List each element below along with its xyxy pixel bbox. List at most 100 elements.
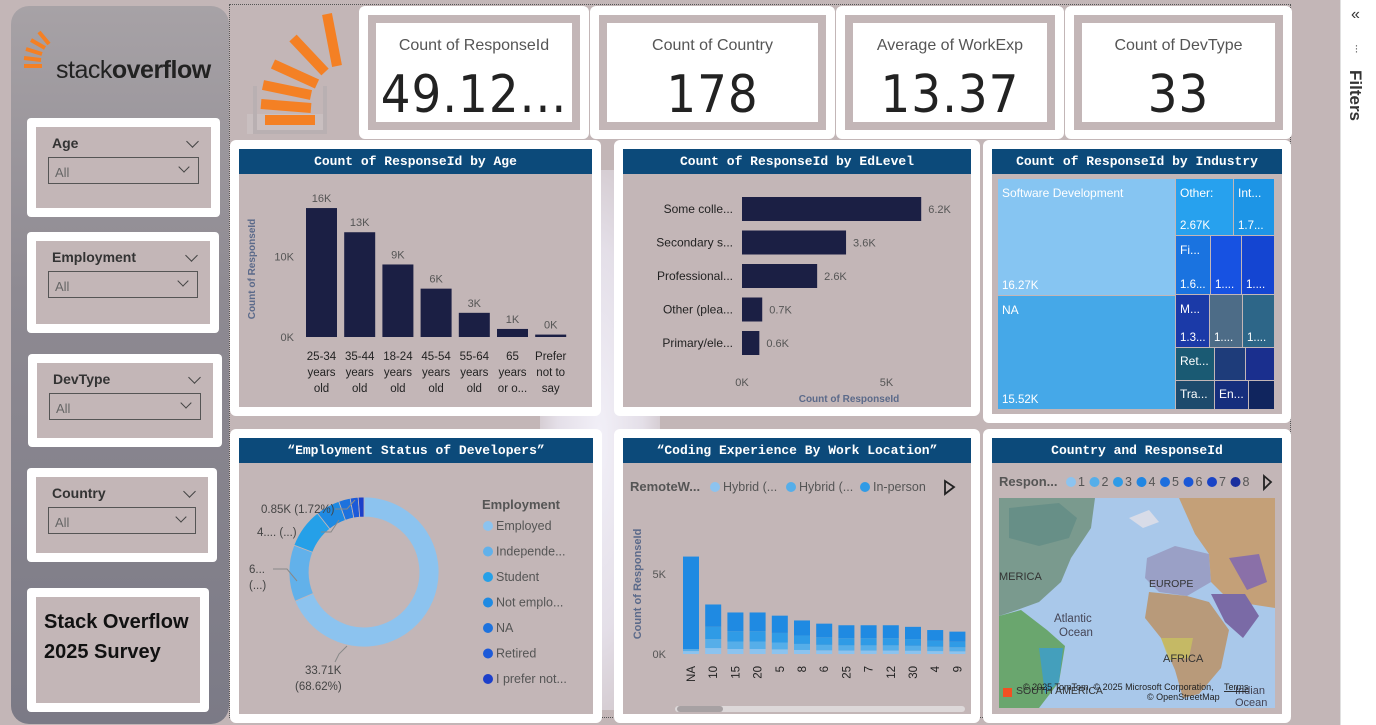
treemap-tile[interactable]: Int... 1.7... [1234, 179, 1274, 235]
x-tick-label: say [542, 383, 560, 395]
horizontal-scrollbar [675, 706, 965, 712]
treemap-tile[interactable] [1249, 381, 1274, 409]
treemap-tile[interactable]: En... [1215, 381, 1248, 409]
treemap-tile-value: 1.7... [1238, 220, 1264, 232]
devtype-dropdown[interactable]: All [49, 393, 201, 420]
legend-marker [860, 482, 870, 492]
x-tick-label: or o... [498, 383, 527, 395]
kpi-count-devtype: Count of DevType 33 [1065, 6, 1292, 139]
treemap-tile[interactable]: 1.... [1243, 295, 1274, 347]
legend-item: Hybrid (... [799, 480, 853, 494]
treemap-tile[interactable]: 1.... [1210, 295, 1242, 347]
treemap-tile[interactable]: NA 15.52K [998, 296, 1175, 409]
edlevel-chart-title: Count of ResponseId by EdLevel [623, 149, 971, 174]
legend-marker [483, 572, 493, 582]
country-dropdown-value: All [55, 515, 70, 530]
canada-shape [1009, 503, 1077, 546]
legend-marker [1183, 477, 1194, 487]
treemap-tile-label: Software Development [1002, 186, 1124, 200]
legend-item: Retired [496, 647, 536, 661]
legend-marker [710, 482, 720, 492]
industry-chart-visual[interactable]: Count of ResponseId by Industry Software… [983, 140, 1291, 423]
x-tick-label: years [384, 367, 412, 379]
y-tick-label: Other (plea... [663, 303, 733, 317]
age-chart-visual[interactable]: Count of ResponseId by Age Count of Resp… [230, 140, 601, 416]
stackoverflow-large-icon [245, 8, 355, 136]
treemap-tile-label: M... [1180, 302, 1200, 316]
treemap-tile[interactable]: Fi... 1.6... [1176, 236, 1210, 294]
coding-chart-visual[interactable]: “Coding Experience By Work Location” Rem… [614, 429, 980, 723]
treemap-tile[interactable]: Other: 2.67K [1176, 179, 1233, 235]
treemap-tile[interactable]: Tra... [1176, 381, 1214, 409]
treemap-tile[interactable]: M... 1.3... [1176, 295, 1209, 347]
treemap-tile[interactable]: 1.... [1242, 236, 1274, 294]
bar-data-label: 0.7K [769, 305, 792, 317]
logo-wordmark: stackoverflow [56, 56, 211, 84]
chevron-down-icon[interactable] [188, 371, 201, 384]
kpi-title: Count of Country [652, 37, 773, 54]
survey-title-card: Stack Overflow 2025 Survey [27, 588, 209, 712]
x-tick-label: 5 [775, 666, 787, 672]
middle-east-shape [1211, 594, 1259, 638]
edlevel-chart-visual[interactable]: Count of ResponseId by EdLevel Some coll… [614, 140, 980, 416]
employment-slicer: Employment All [27, 232, 219, 333]
filters-label[interactable]: Filters [1346, 70, 1365, 122]
edlevel-bar [742, 197, 922, 221]
age-bar [420, 288, 452, 337]
employment-donut-chart: 0.85K (1.72%) 4.... (...) 6... (...) 33.71K (… [249, 496, 567, 693]
chevron-down-icon[interactable] [183, 485, 196, 498]
stacked-bar-segment [949, 651, 966, 654]
treemap-tile[interactable] [1246, 348, 1274, 380]
treemap-tile[interactable] [1215, 348, 1245, 380]
map-label: Ocean [1235, 697, 1267, 708]
employment-dropdown[interactable]: All [48, 271, 198, 298]
stacked-bar-segment [905, 639, 921, 646]
stacked-bar-segment [905, 645, 921, 651]
legend-item: 3 [1125, 475, 1132, 489]
brazil-shape [1039, 648, 1063, 694]
legend-marker [483, 597, 493, 608]
stacked-bar-segment [816, 637, 833, 645]
stacked-bar-segment [771, 632, 788, 643]
x-tick-label: 18-24 [383, 351, 413, 363]
legend-marker [483, 546, 493, 557]
stacked-bar-segment [860, 638, 877, 646]
treemap-tile-value: 1.... [1246, 279, 1266, 291]
collapse-icon[interactable]: « [1351, 6, 1360, 23]
stacked-bar-segment [705, 604, 722, 627]
map-label: MERICA [999, 571, 1042, 583]
map-chart-visual[interactable]: Country and ResponseId Respon... 1 2 3 4 5 6 7 8… [983, 429, 1291, 723]
treemap-tile[interactable]: Software Development 16.27K [998, 179, 1175, 295]
stacked-bar-segment [860, 650, 877, 654]
age-bar [458, 312, 490, 337]
treemap-tile[interactable]: 1.... [1211, 236, 1241, 294]
stacked-bar-segment [727, 631, 744, 642]
edlevel-bar [742, 297, 763, 322]
stackoverflow-small-icon [23, 30, 51, 68]
treemap-tile[interactable]: Ret... [1176, 348, 1214, 380]
treemap-tile-label: Other: [1180, 186, 1214, 200]
industry-treemap: Software Development 16.27K NA 15.52K Other:… [998, 179, 1274, 409]
filter-icon: ⫶ [1355, 44, 1358, 56]
country-dropdown[interactable]: All [48, 507, 196, 534]
treemap-tile-label: Fi... [1180, 243, 1200, 257]
employment-chart-visual[interactable]: “Employment Status of Developers” 0.85K … [230, 429, 602, 723]
world-map[interactable]: MERICA EUROPE Atlantic Ocean AFRICA SOUTH AME… [999, 498, 1275, 708]
stacked-bar-segment [816, 644, 833, 651]
europe-shape [1145, 546, 1211, 596]
age-slicer-label: Age [52, 135, 79, 151]
filters-pane: « ⫶ Filters [1340, 0, 1376, 725]
slice-annotation: (...) [249, 580, 266, 592]
age-dropdown[interactable]: All [48, 157, 199, 184]
x-tick-label: 35-44 [345, 351, 375, 363]
stacked-bar-segment [727, 649, 744, 654]
chevron-down-icon[interactable] [185, 249, 198, 262]
kpi-value: 13.37 [880, 65, 1020, 125]
legend-marker [483, 623, 493, 633]
stacked-bar-segment [927, 646, 944, 652]
chevron-down-icon[interactable] [186, 135, 199, 148]
bar-data-label: 16K [312, 193, 332, 205]
legend-item: Hybrid (... [723, 480, 777, 494]
legend-title: Employment [482, 497, 561, 512]
legend-marker [1089, 477, 1100, 487]
